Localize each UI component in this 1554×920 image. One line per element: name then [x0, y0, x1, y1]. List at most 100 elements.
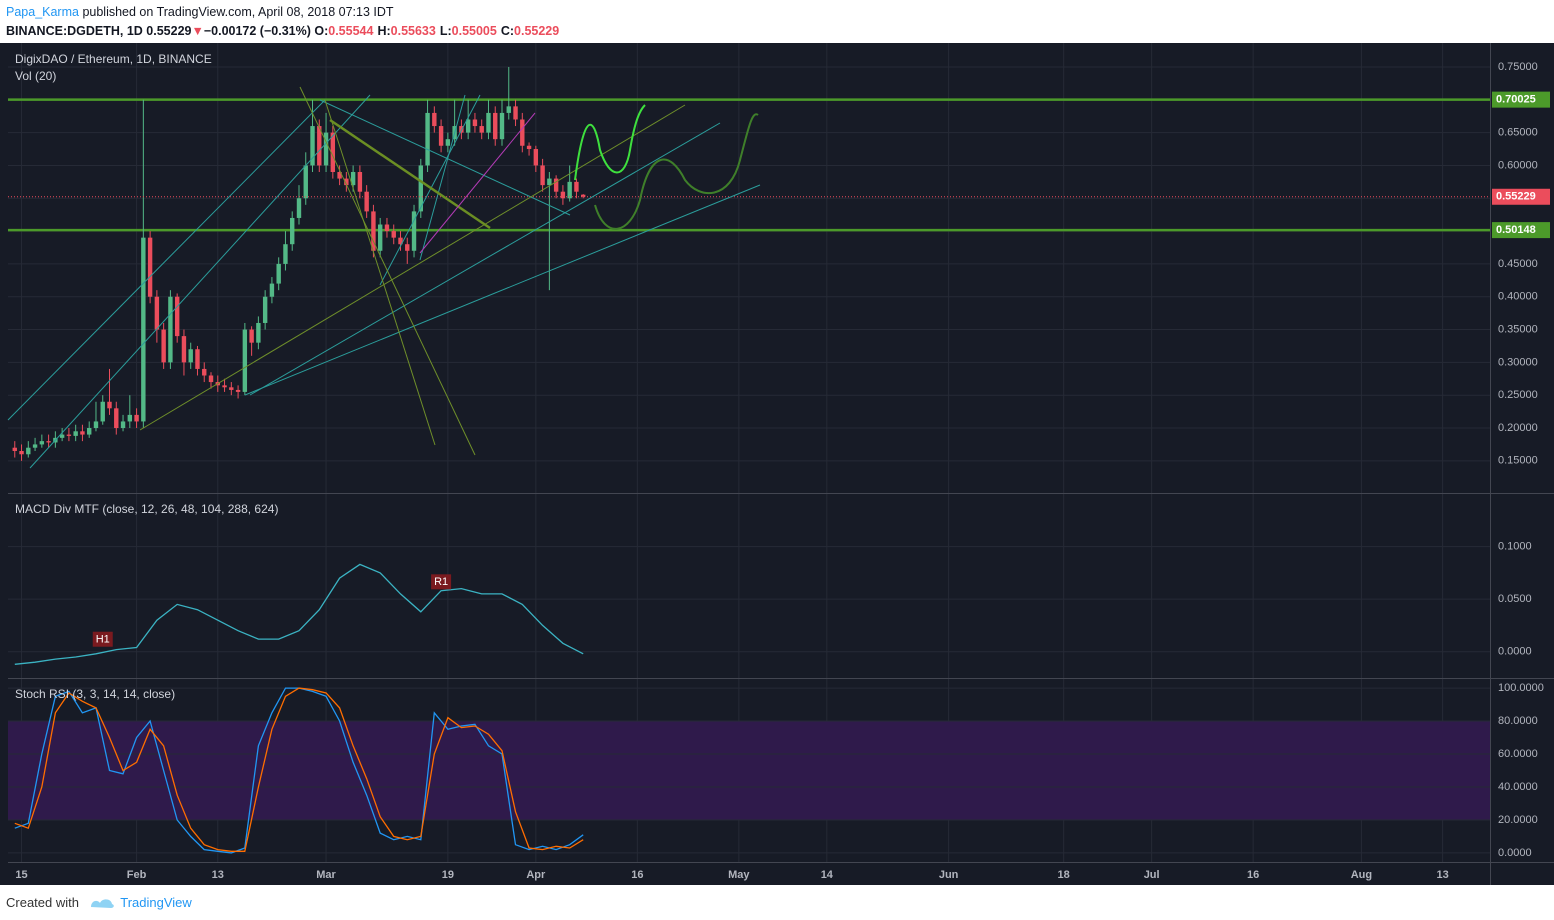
logo — [90, 899, 114, 908]
candle-body — [506, 106, 511, 113]
candle-body — [39, 441, 45, 445]
annotation-label: H1 — [96, 634, 110, 646]
candle-body — [310, 126, 315, 166]
candle-body — [445, 139, 451, 146]
panel-subtitle: Vol (20) — [15, 69, 56, 83]
candle-body — [120, 421, 126, 429]
candle-body — [66, 434, 72, 436]
y-tick-label: 0.40000 — [1498, 291, 1538, 303]
panel-title: MACD Div MTF (close, 12, 26, 48, 104, 28… — [15, 502, 278, 516]
trend-line — [29, 94, 371, 469]
candle-body — [581, 194, 586, 197]
author[interactable]: Papa_Karma — [6, 5, 79, 19]
x-tick-label: 15 — [15, 869, 27, 881]
candle-body — [168, 296, 173, 363]
trend-line — [244, 184, 761, 396]
x-tick-label: 13 — [1437, 869, 1449, 881]
footer: Created with TradingView — [6, 893, 192, 910]
trend-line — [7, 99, 326, 421]
candle-body — [174, 296, 180, 337]
candle-body — [533, 149, 539, 166]
candle-body — [256, 322, 261, 343]
ohlc-key: O: — [314, 24, 329, 38]
change: −0.00172 (−0.31%) — [203, 24, 311, 38]
annotation-label: R1 — [434, 576, 448, 588]
annotation-box — [431, 574, 452, 590]
candle-body — [19, 450, 24, 455]
candle-body — [479, 126, 484, 133]
trend-line — [329, 118, 491, 230]
y-tick-label: 80.0000 — [1498, 715, 1538, 727]
y-tick-label: 0.45000 — [1498, 258, 1538, 270]
y-tick-label: 0.0000 — [1498, 646, 1532, 658]
candle-body — [432, 112, 437, 127]
ohlc-value: 0.55633 — [390, 24, 436, 38]
candle-body — [147, 237, 153, 297]
candle-body — [438, 126, 444, 146]
symbol: BINANCE:DGDETH, 1D 0.55229 — [6, 24, 192, 38]
brand[interactable]: TradingView — [120, 895, 192, 910]
candle-body — [290, 217, 295, 245]
candle-body — [465, 119, 471, 133]
y-tick-label: 0.35000 — [1498, 323, 1538, 335]
candle-body — [364, 191, 369, 212]
x-tick-label: Jun — [939, 869, 959, 881]
published: published on TradingView.com, April 08, … — [78, 5, 394, 19]
last-price-box — [1492, 188, 1550, 205]
candle-body — [405, 244, 410, 251]
level-label: 0.50148 — [1496, 224, 1536, 236]
candle-body — [134, 414, 139, 422]
candle-body — [330, 132, 336, 173]
candle-body — [547, 178, 552, 186]
y-tick-label: 0.65000 — [1498, 127, 1538, 139]
x-tick-label: 16 — [631, 869, 643, 881]
y-tick-label: 0.15000 — [1498, 455, 1538, 467]
candle-body — [26, 447, 31, 455]
candle-body — [425, 112, 430, 166]
header-line-2: BINANCE:DGDETH, 1D 0.55229▼−0.00172 (−0.… — [6, 22, 563, 41]
panel-title: Stoch RSI (3, 3, 14, 14, close) — [15, 687, 175, 701]
trend-line — [379, 94, 481, 286]
candle-body — [472, 119, 478, 127]
candle-body — [208, 375, 214, 383]
band — [8, 721, 1490, 820]
x-tick-label: 16 — [1247, 869, 1259, 881]
y-tick-label: 0.25000 — [1498, 389, 1538, 401]
level-label: 0.70025 — [1496, 94, 1536, 106]
candle-body — [323, 132, 329, 166]
y-tick-label: 40.0000 — [1498, 781, 1538, 793]
candle-body — [222, 385, 227, 388]
arrow: ▼ — [191, 24, 204, 38]
projection — [594, 113, 759, 230]
candle-body — [235, 389, 241, 392]
candle-body — [391, 231, 396, 238]
x-tick-label: 18 — [1058, 869, 1070, 881]
candle-body — [100, 401, 105, 422]
indicator-line — [14, 563, 584, 665]
candle-body — [526, 145, 532, 150]
x-tick-label: Feb — [127, 869, 147, 881]
candle-body — [188, 349, 193, 363]
candle-body — [114, 408, 119, 429]
trend-line — [324, 99, 436, 446]
candle-body — [249, 329, 254, 343]
x-tick-label: Aug — [1351, 869, 1372, 881]
candle-body — [344, 178, 349, 186]
candle-body — [296, 198, 302, 218]
candle-body — [303, 165, 308, 199]
y-tick-label: 0.75000 — [1498, 61, 1538, 73]
candle-body — [269, 283, 275, 297]
plot: H1 R1 — [8, 66, 1490, 854]
trend-line — [319, 99, 571, 216]
level-label-box — [1492, 91, 1550, 108]
candle-body — [283, 244, 288, 264]
x-tick-label: May — [728, 869, 750, 881]
axes: 15 Feb 13 Mar 19 Apr 16 May 14 Jun 18 Jul 16 Aug 13 0.1… — [8, 43, 1554, 885]
candle-body — [46, 441, 51, 443]
indicator-line — [14, 687, 584, 852]
candle-body — [560, 191, 566, 199]
y-tick-label: 0.0500 — [1498, 593, 1532, 605]
candle-body — [513, 106, 518, 120]
y-tick-label: 0.0000 — [1498, 847, 1532, 859]
candle-body — [317, 126, 322, 166]
